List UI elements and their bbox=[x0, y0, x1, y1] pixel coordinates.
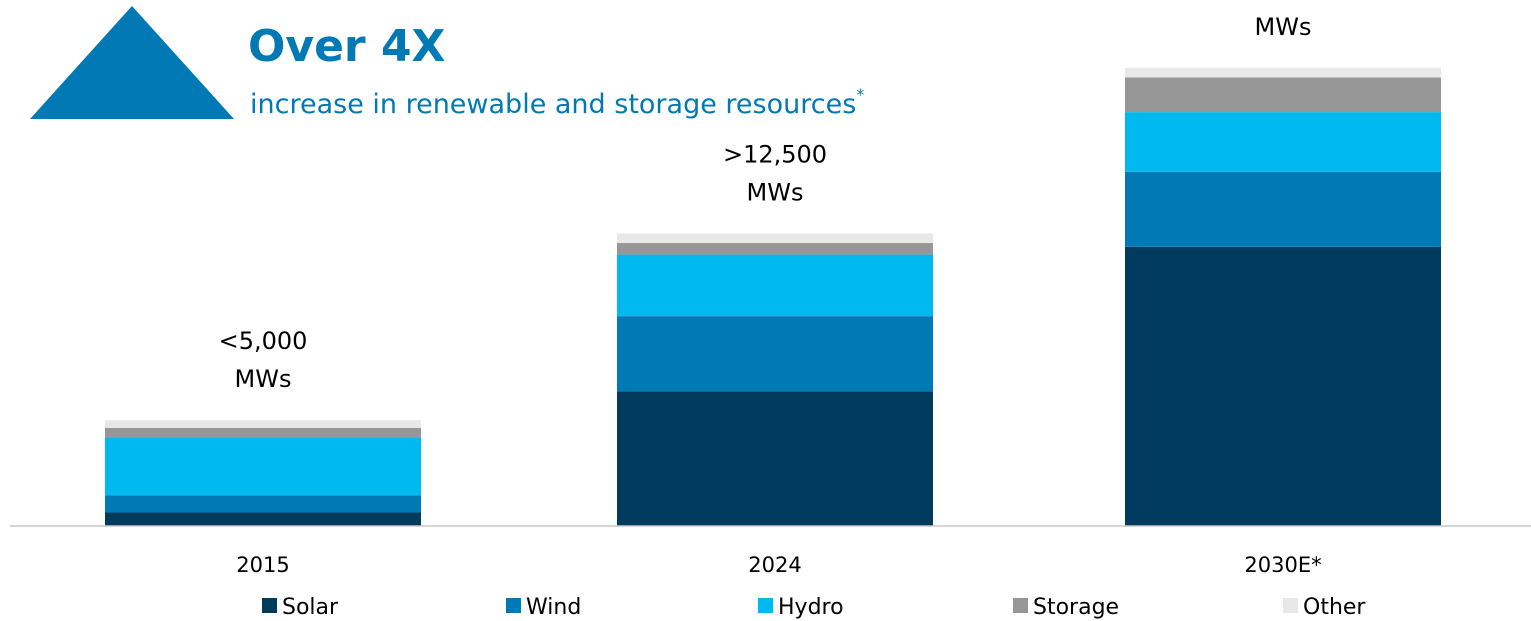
footnote-mark: * bbox=[856, 85, 864, 104]
bar-segment-storage-1 bbox=[617, 243, 933, 255]
category-label-2: 2030E* bbox=[1244, 553, 1321, 577]
total-label-value-1: >12,500 bbox=[723, 140, 827, 168]
bar-segment-storage-0 bbox=[105, 427, 421, 438]
category-label-1: 2024 bbox=[748, 553, 801, 577]
total-label-value-0: <5,000 bbox=[219, 327, 308, 355]
total-label-unit-1: MWs bbox=[747, 178, 804, 206]
legend-swatch-hydro bbox=[758, 598, 773, 613]
triangle-icon bbox=[30, 6, 234, 119]
subtitle: increase in renewable and storage resour… bbox=[250, 85, 864, 120]
legend-label-wind: Wind bbox=[526, 595, 581, 620]
bar-segment-solar-0 bbox=[105, 512, 421, 526]
bar-segment-solar-2 bbox=[1125, 246, 1441, 527]
bar-segment-wind-0 bbox=[105, 495, 421, 513]
legend: Solar Wind Hydro Storage Other bbox=[262, 595, 1366, 620]
legend-swatch-other bbox=[1283, 598, 1298, 613]
bar-segment-hydro-0 bbox=[105, 437, 421, 496]
bar-segment-hydro-2 bbox=[1125, 112, 1441, 172]
bar-segment-other-0 bbox=[105, 420, 421, 428]
bar-segment-storage-2 bbox=[1125, 77, 1441, 113]
legend-swatch-solar bbox=[262, 598, 277, 613]
legend-label-storage: Storage bbox=[1033, 595, 1119, 620]
bar-segment-other-1 bbox=[617, 233, 933, 244]
legend-label-solar: Solar bbox=[282, 595, 339, 620]
total-label-value-2: ~21,000 bbox=[1231, 0, 1335, 3]
bar-segment-wind-2 bbox=[1125, 171, 1441, 247]
total-label-unit-2: MWs bbox=[1255, 13, 1312, 41]
legend-swatch-storage bbox=[1013, 598, 1028, 613]
bars-group bbox=[105, 67, 1441, 527]
category-label-0: 2015 bbox=[236, 553, 289, 577]
headline: Over 4X bbox=[248, 21, 446, 72]
bar-segment-other-2 bbox=[1125, 67, 1441, 78]
bar-segment-wind-1 bbox=[617, 316, 933, 392]
legend-label-hydro: Hydro bbox=[778, 595, 844, 620]
legend-swatch-wind bbox=[506, 598, 521, 613]
labels-group: <5,000 MWs 2015 >12,500 MWs 2024 ~21,000 MWs 203… bbox=[219, 0, 1335, 577]
legend-label-other: Other bbox=[1303, 595, 1366, 620]
subtitle-text: increase in renewable and storage resour… bbox=[250, 89, 856, 120]
bar-segment-solar-1 bbox=[617, 391, 933, 526]
total-label-unit-0: MWs bbox=[235, 365, 292, 393]
bar-segment-hydro-1 bbox=[617, 254, 933, 317]
